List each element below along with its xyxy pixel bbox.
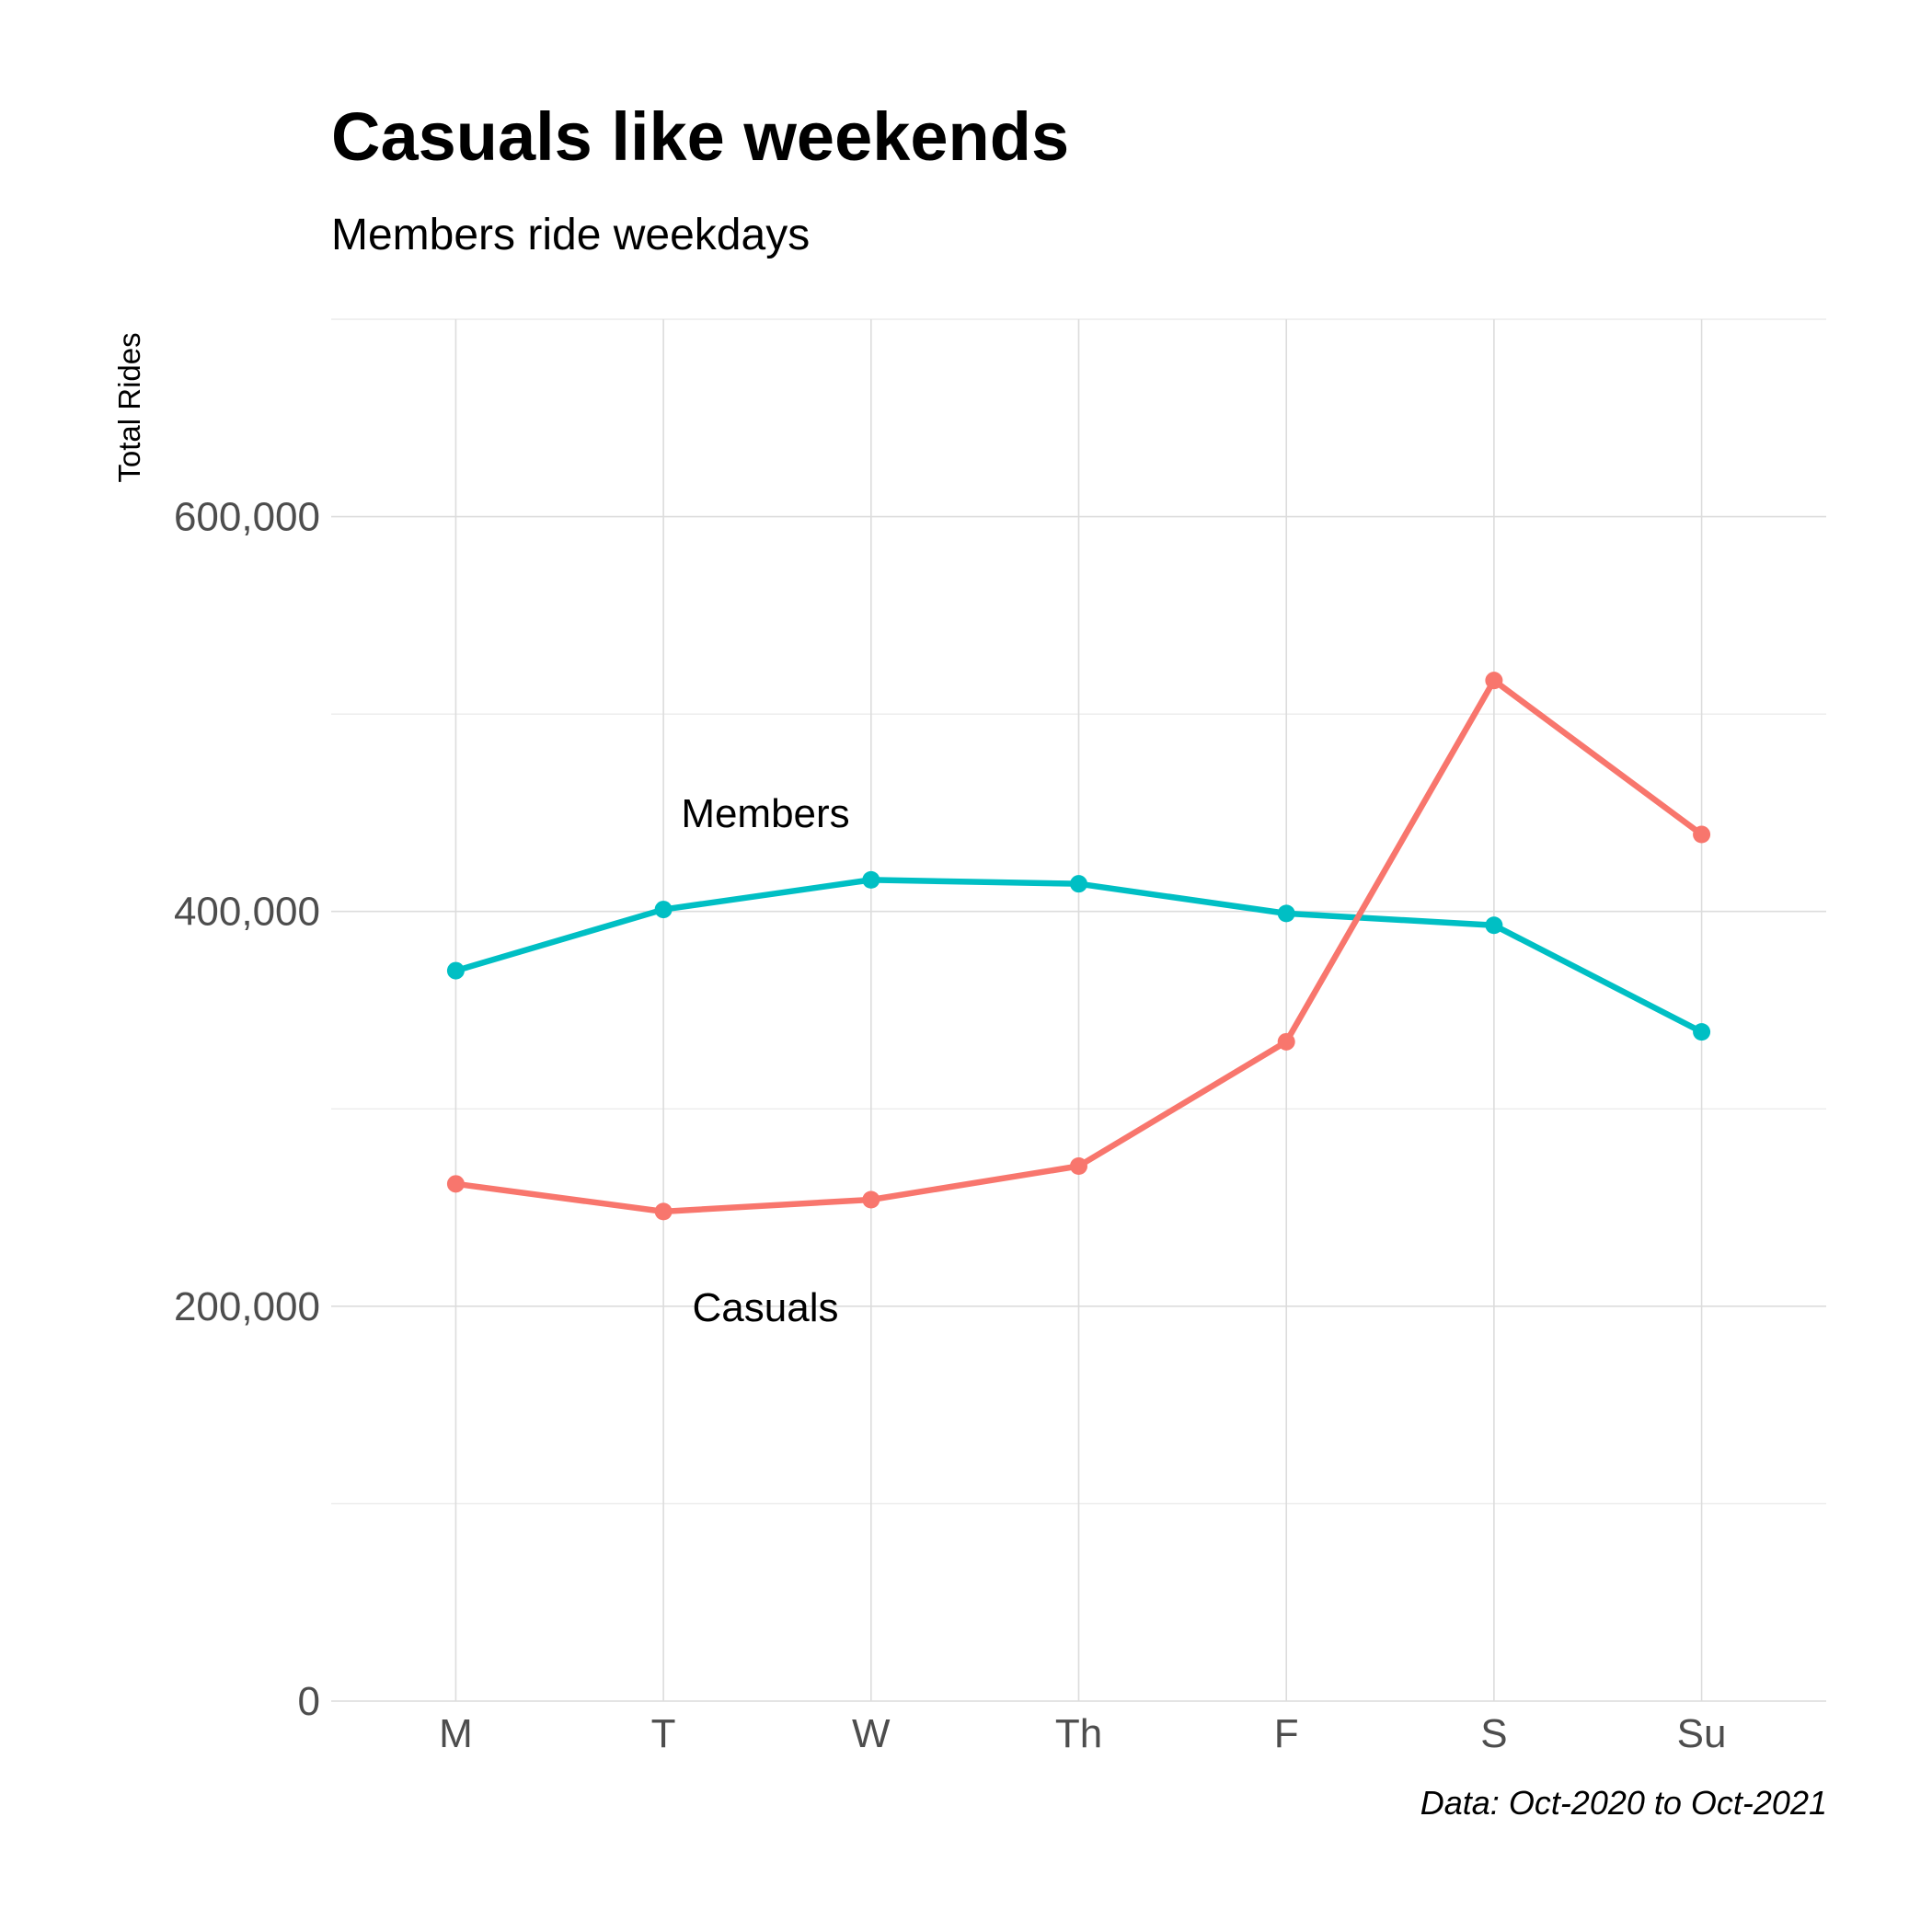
chart-caption: Data: Oct-2020 to Oct-2021: [1420, 1784, 1827, 1822]
x-axis: M T W Th F S Su: [439, 1711, 1726, 1756]
data-point-members: [446, 961, 465, 980]
data-point-casuals: [1693, 825, 1711, 844]
series-label-members: Members: [681, 791, 849, 836]
x-tick-label: W: [852, 1711, 891, 1756]
y-tick-label: 600,000: [174, 495, 320, 540]
x-tick-label: S: [1480, 1711, 1507, 1756]
data-point-casuals: [1277, 1032, 1295, 1051]
data-point-casuals: [654, 1202, 673, 1221]
x-tick-label: M: [439, 1711, 473, 1756]
data-point-members: [1693, 1023, 1711, 1041]
data-point-members: [1485, 916, 1503, 935]
y-axis-label: Total Rides: [112, 332, 146, 482]
data-point-casuals: [446, 1175, 465, 1193]
y-tick-label: 400,000: [174, 890, 320, 935]
x-tick-label: T: [651, 1711, 676, 1756]
data-point-members: [1070, 875, 1087, 893]
y-axis: 0 200,000 400,000 600,000: [174, 495, 320, 1724]
data-point-casuals: [862, 1190, 880, 1209]
y-tick-label: 200,000: [174, 1284, 320, 1329]
chart-title: Casuals like weekends: [331, 98, 1070, 175]
chart-subtitle: Members ride weekdays: [331, 211, 811, 259]
x-tick-label: F: [1274, 1711, 1299, 1756]
series-label-casuals: Casuals: [693, 1285, 839, 1330]
x-tick-label: Th: [1055, 1711, 1102, 1756]
data-point-members: [654, 901, 673, 919]
series-group: [446, 672, 1711, 1221]
data-point-members: [862, 870, 880, 889]
data-point-members: [1277, 904, 1295, 923]
grid-lines: [331, 318, 1826, 1702]
y-tick-label: 0: [298, 1679, 320, 1724]
data-point-casuals: [1070, 1157, 1087, 1176]
x-tick-label: Su: [1677, 1711, 1727, 1756]
data-point-casuals: [1485, 672, 1503, 690]
